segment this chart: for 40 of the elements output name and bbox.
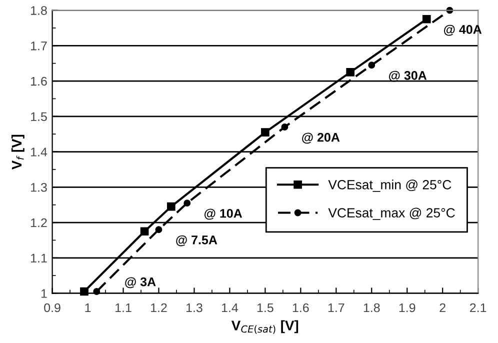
y-tick-label: 1.1 (31, 254, 47, 262)
x-axis-title: V$_{CE(sat)}$ [V] (231, 320, 298, 334)
y-tick-label: 1.8 (31, 6, 47, 15)
point (368, 62, 376, 69)
y-tick-label: 1.5 (31, 112, 47, 122)
annotation: @ 40A (444, 24, 482, 36)
x-tick-label: 1.3 (186, 303, 202, 312)
x-tick-label: 1.7 (328, 303, 344, 312)
x-tick-label: 1.5 (257, 303, 274, 312)
x-tick-label: 1.9 (399, 303, 416, 312)
point (155, 226, 162, 234)
y-tick-label: 1.4 (31, 148, 48, 156)
x-tick-label: 1.2 (151, 303, 167, 312)
x-tick-label: 1.1 (116, 303, 132, 312)
legend-label: VCEsat_max @ 25°C (328, 208, 455, 220)
x-tick-label: 1.8 (364, 303, 380, 312)
annotation: @ 7.5A (176, 235, 218, 246)
y-tick-label: 1.2 (31, 218, 47, 228)
y-axis-title: V$_{f}$ [V] (11, 134, 24, 170)
y-tick-label: 1.3 (31, 182, 47, 192)
point (281, 124, 288, 130)
point (166, 202, 176, 211)
legend-label: VCEsat_min @ 25°C (328, 180, 452, 192)
y-tick-label: 1 (41, 289, 47, 298)
annotation: @ 10A (204, 208, 242, 220)
x-tick-label: 0.9 (44, 303, 60, 312)
x-tick-label: 1.4 (222, 303, 238, 312)
annotation: @ 20A (302, 132, 340, 144)
point (261, 128, 270, 136)
x-tick-label: 1 (85, 303, 91, 312)
point (184, 200, 191, 207)
point (422, 14, 431, 24)
point (140, 227, 149, 236)
annotation: @ 3A (125, 277, 156, 288)
y-tick-label: 1.7 (31, 42, 47, 50)
x-tick-label: 2 (440, 303, 446, 312)
x-tick-label: 2.1 (470, 303, 486, 312)
point (346, 68, 355, 76)
y-tick-label: 1.6 (31, 76, 47, 86)
x-tick-label: 1.6 (292, 303, 309, 312)
